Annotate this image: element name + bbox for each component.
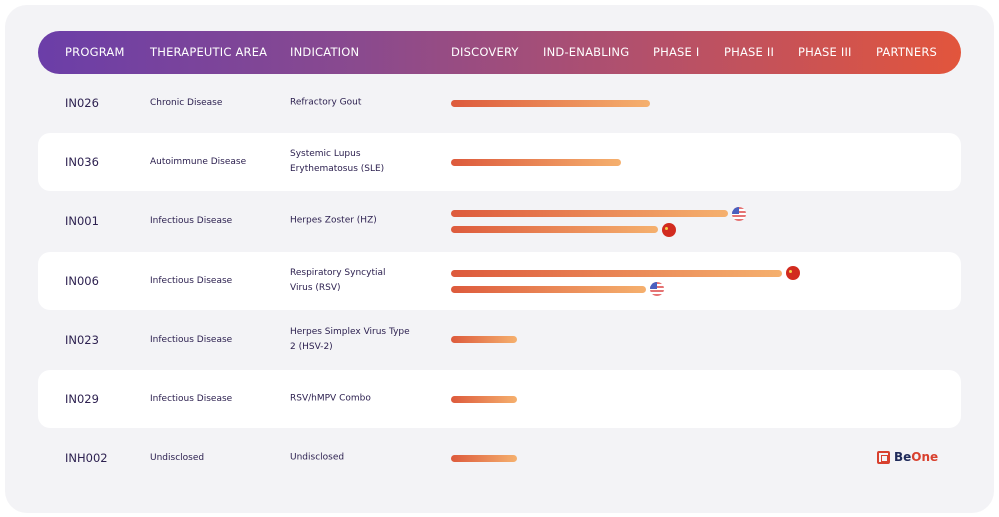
progress-bar xyxy=(451,336,518,344)
beone-logo-icon xyxy=(877,450,890,464)
therapeutic-area-cell: Undisclosed xyxy=(150,453,205,464)
progress-bar xyxy=(451,454,518,462)
therapeutic-area-cell: Infectious Disease xyxy=(150,275,233,286)
indication-cell: Undisclosed xyxy=(290,452,345,463)
program-cell: IN001 xyxy=(65,214,99,229)
therapeutic-area-cell: Autoimmune Disease xyxy=(150,157,247,168)
program-cell: IN036 xyxy=(65,155,99,170)
header-phase-1: PHASE I xyxy=(653,45,700,59)
header-phase-3: PHASE III xyxy=(798,45,852,59)
header-indication: INDICATION xyxy=(290,45,360,59)
therapeutic-area-cell: Infectious Disease xyxy=(150,394,233,404)
table-row: IN029 Infectious Disease RSV/hMPV Combo xyxy=(38,370,961,428)
progress-bar xyxy=(451,210,729,218)
program-cell: IN029 xyxy=(65,392,99,406)
table-row: IN036 Autoimmune Disease Systemic Lupus Er… xyxy=(38,133,961,192)
header-phase-2: PHASE II xyxy=(724,45,775,59)
beone-partner-logo: BeOne xyxy=(877,450,938,464)
progress-bar xyxy=(451,99,650,107)
indication-cell: Respiratory Syncytial Virus (RSV) xyxy=(290,267,386,293)
logo-be: Be xyxy=(894,450,912,464)
header-partners: PARTNERS xyxy=(876,45,938,59)
indication-cell: Herpes Zoster (HZ) xyxy=(290,215,377,226)
table-row: INH002 Undisclosed Undisclosed xyxy=(38,429,961,487)
us-flag-icon xyxy=(649,282,664,297)
header-program: PROGRAM xyxy=(65,45,125,59)
logo-one: One xyxy=(911,450,939,464)
table-row: IN001 Infectious Disease Herpes Zoster (HZ… xyxy=(38,192,961,250)
table-header: PROGRAM THERAPEUTIC AREA INDICATION DISC… xyxy=(38,31,961,74)
program-cell: IN006 xyxy=(65,273,99,288)
header-therapeutic-area: THERAPEUTIC AREA xyxy=(150,45,268,59)
table-row: IN006 Infectious Disease Respiratory Syncy… xyxy=(38,251,961,310)
indication-cell: Systemic Lupus Erythematosus (SLE) xyxy=(290,149,385,175)
program-cell: IN026 xyxy=(65,96,99,110)
indication-cell: Herpes Simplex Virus Type 2 (HSV-2) xyxy=(290,326,410,352)
indication-cell: RSV/hMPV Combo xyxy=(290,393,371,404)
progress-bar xyxy=(451,158,621,166)
therapeutic-area-cell: Chronic Disease xyxy=(150,98,223,108)
china-flag-icon xyxy=(786,266,801,281)
progress-bar xyxy=(451,226,658,234)
header-discovery: DISCOVERY xyxy=(451,45,519,59)
program-cell: IN023 xyxy=(65,332,99,347)
progress-bar xyxy=(451,285,646,293)
program-cell: INH002 xyxy=(65,451,108,466)
progress-bar xyxy=(451,269,783,277)
us-flag-icon xyxy=(732,206,747,221)
progress-bar xyxy=(451,395,518,403)
china-flag-icon xyxy=(662,222,676,237)
indication-cell: Refractory Gout xyxy=(290,97,362,108)
therapeutic-area-cell: Infectious Disease xyxy=(150,334,233,345)
header-ind-enabling: IND-ENABLING xyxy=(543,45,630,59)
table-row: IN023 Infectious Disease Herpes Simplex Vi… xyxy=(38,311,961,369)
therapeutic-area-cell: Infectious Disease xyxy=(150,216,233,227)
table-row: IN026 Chronic Disease Refractory Gout xyxy=(38,74,961,132)
